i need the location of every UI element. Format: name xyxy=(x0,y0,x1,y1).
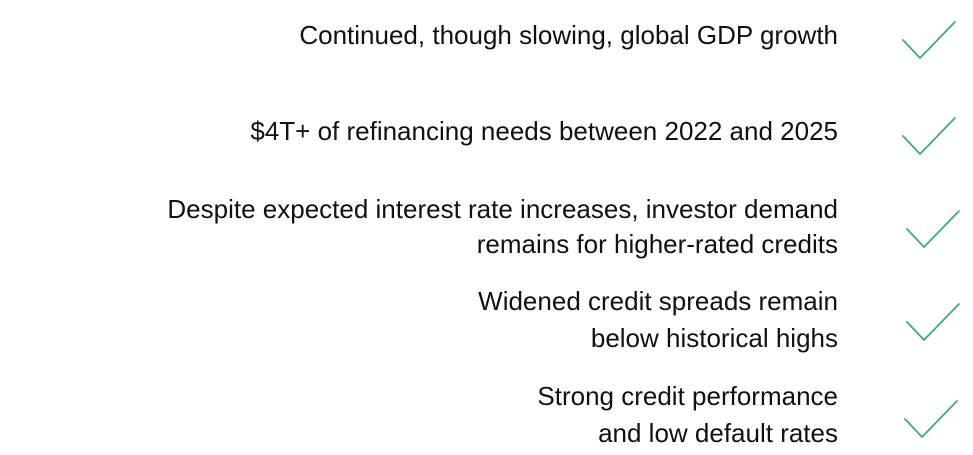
check-icon xyxy=(904,400,958,438)
list-item: Continued, though slowing, global GDP gr… xyxy=(299,20,956,59)
item-text: and low default rates xyxy=(598,418,838,448)
item-text: Continued, though slowing, global GDP gr… xyxy=(299,20,838,50)
list-item: Strong credit performance and low defaul… xyxy=(537,381,958,448)
item-text: $4T+ of refinancing needs between 2022 a… xyxy=(250,116,838,146)
list-item: $4T+ of refinancing needs between 2022 a… xyxy=(250,116,956,155)
list-item: Widened credit spreads remain below hist… xyxy=(478,286,960,353)
check-icon xyxy=(902,21,956,59)
item-text: Despite expected interest rate increases… xyxy=(167,194,838,224)
check-icon xyxy=(906,210,960,248)
item-text: remains for higher-rated credits xyxy=(477,229,838,259)
item-text: below historical highs xyxy=(591,323,838,353)
list-item: Despite expected interest rate increases… xyxy=(167,194,960,259)
item-text: Widened credit spreads remain xyxy=(478,286,838,316)
item-text: Strong credit performance xyxy=(537,381,838,411)
check-icon xyxy=(902,117,956,155)
check-icon xyxy=(906,303,960,341)
